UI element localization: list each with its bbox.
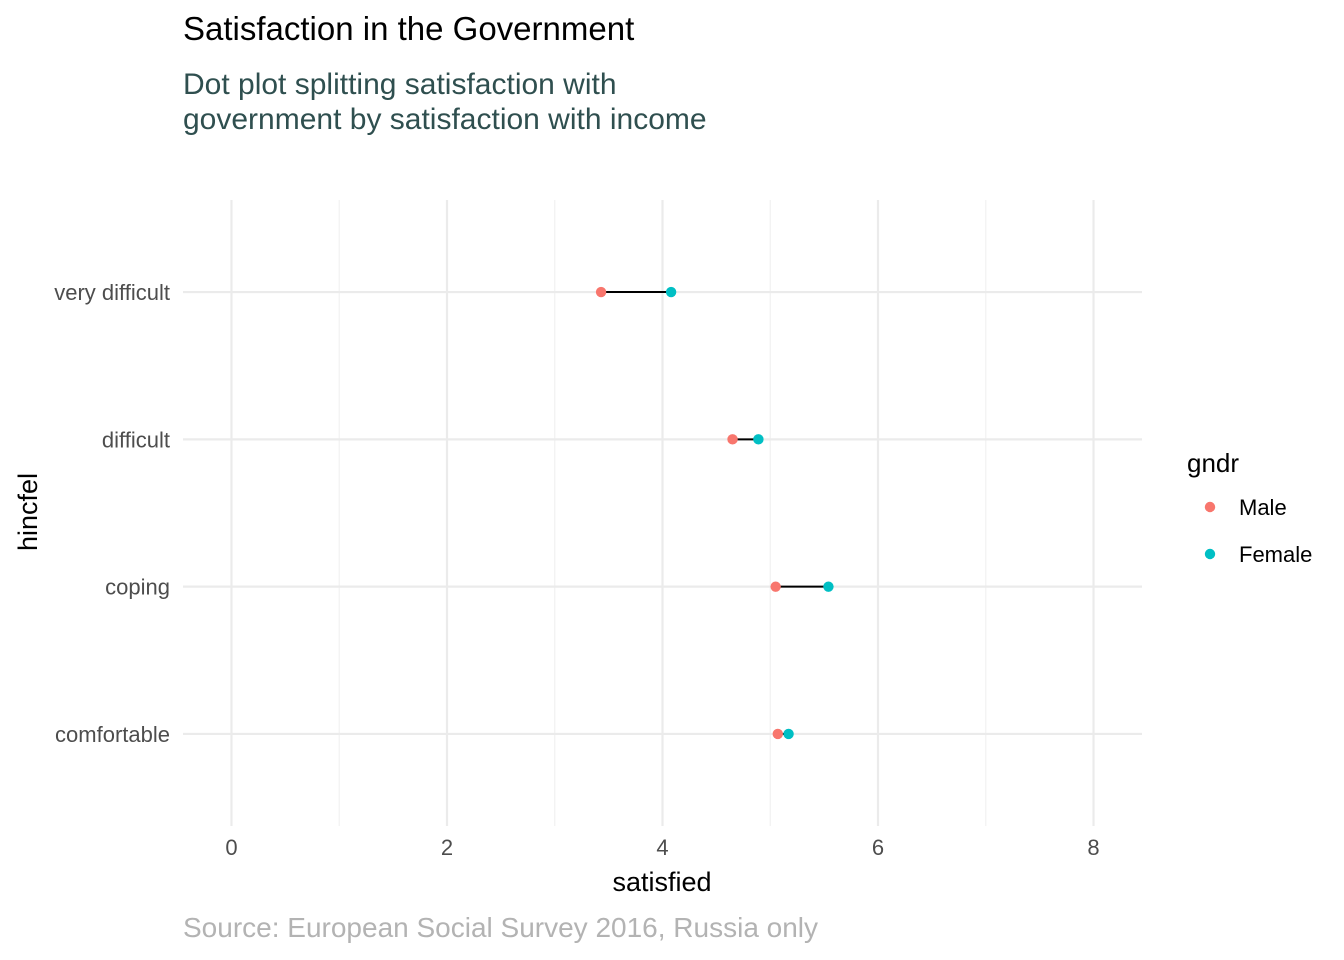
y-tick-label: very difficult [54, 280, 170, 305]
data-point-female [665, 286, 677, 298]
grid-lines [183, 200, 1142, 826]
legend-title: gndr [1187, 448, 1239, 478]
chart-caption: Source: European Social Survey 2016, Rus… [183, 912, 819, 943]
legend-key-female [1204, 548, 1216, 560]
y-tick-label: coping [105, 575, 170, 600]
data-points [595, 286, 834, 740]
x-tick-label: 0 [225, 835, 237, 860]
legend-key-male [1204, 501, 1216, 513]
subtitle-line-1: Dot plot splitting satisfaction with [183, 68, 617, 101]
y-axis-label: hincfel [13, 473, 43, 551]
legend-items: Male Female [1204, 495, 1312, 567]
y-tick-label: comfortable [55, 722, 170, 747]
data-point-male [772, 728, 783, 740]
x-axis-ticks: 0 2 4 6 8 [225, 835, 1099, 860]
data-point-male [770, 581, 781, 592]
legend-label-female: Female [1239, 542, 1312, 567]
legend: gndr Male Female [1187, 448, 1312, 567]
chart-title: Satisfaction in the Government [183, 10, 635, 47]
x-tick-label: 8 [1087, 835, 1099, 860]
data-point-female [753, 434, 764, 445]
data-point-female [783, 728, 794, 740]
y-tick-label: difficult [102, 427, 170, 452]
x-axis-label: satisfied [612, 867, 711, 897]
x-tick-label: 6 [872, 835, 884, 860]
y-axis-ticks: very difficult difficult coping comfortable [54, 280, 170, 747]
x-tick-label: 2 [441, 835, 453, 860]
dumbbell-segments [601, 291, 829, 735]
data-point-male [727, 434, 738, 445]
subtitle-line-2: government by satisfaction with income [183, 103, 707, 136]
legend-label-male: Male [1239, 495, 1287, 520]
data-point-female [823, 581, 834, 592]
chart-subtitle: Dot plot splitting satisfaction with gov… [183, 67, 983, 137]
x-tick-label: 4 [656, 835, 668, 860]
data-point-male [595, 286, 607, 298]
